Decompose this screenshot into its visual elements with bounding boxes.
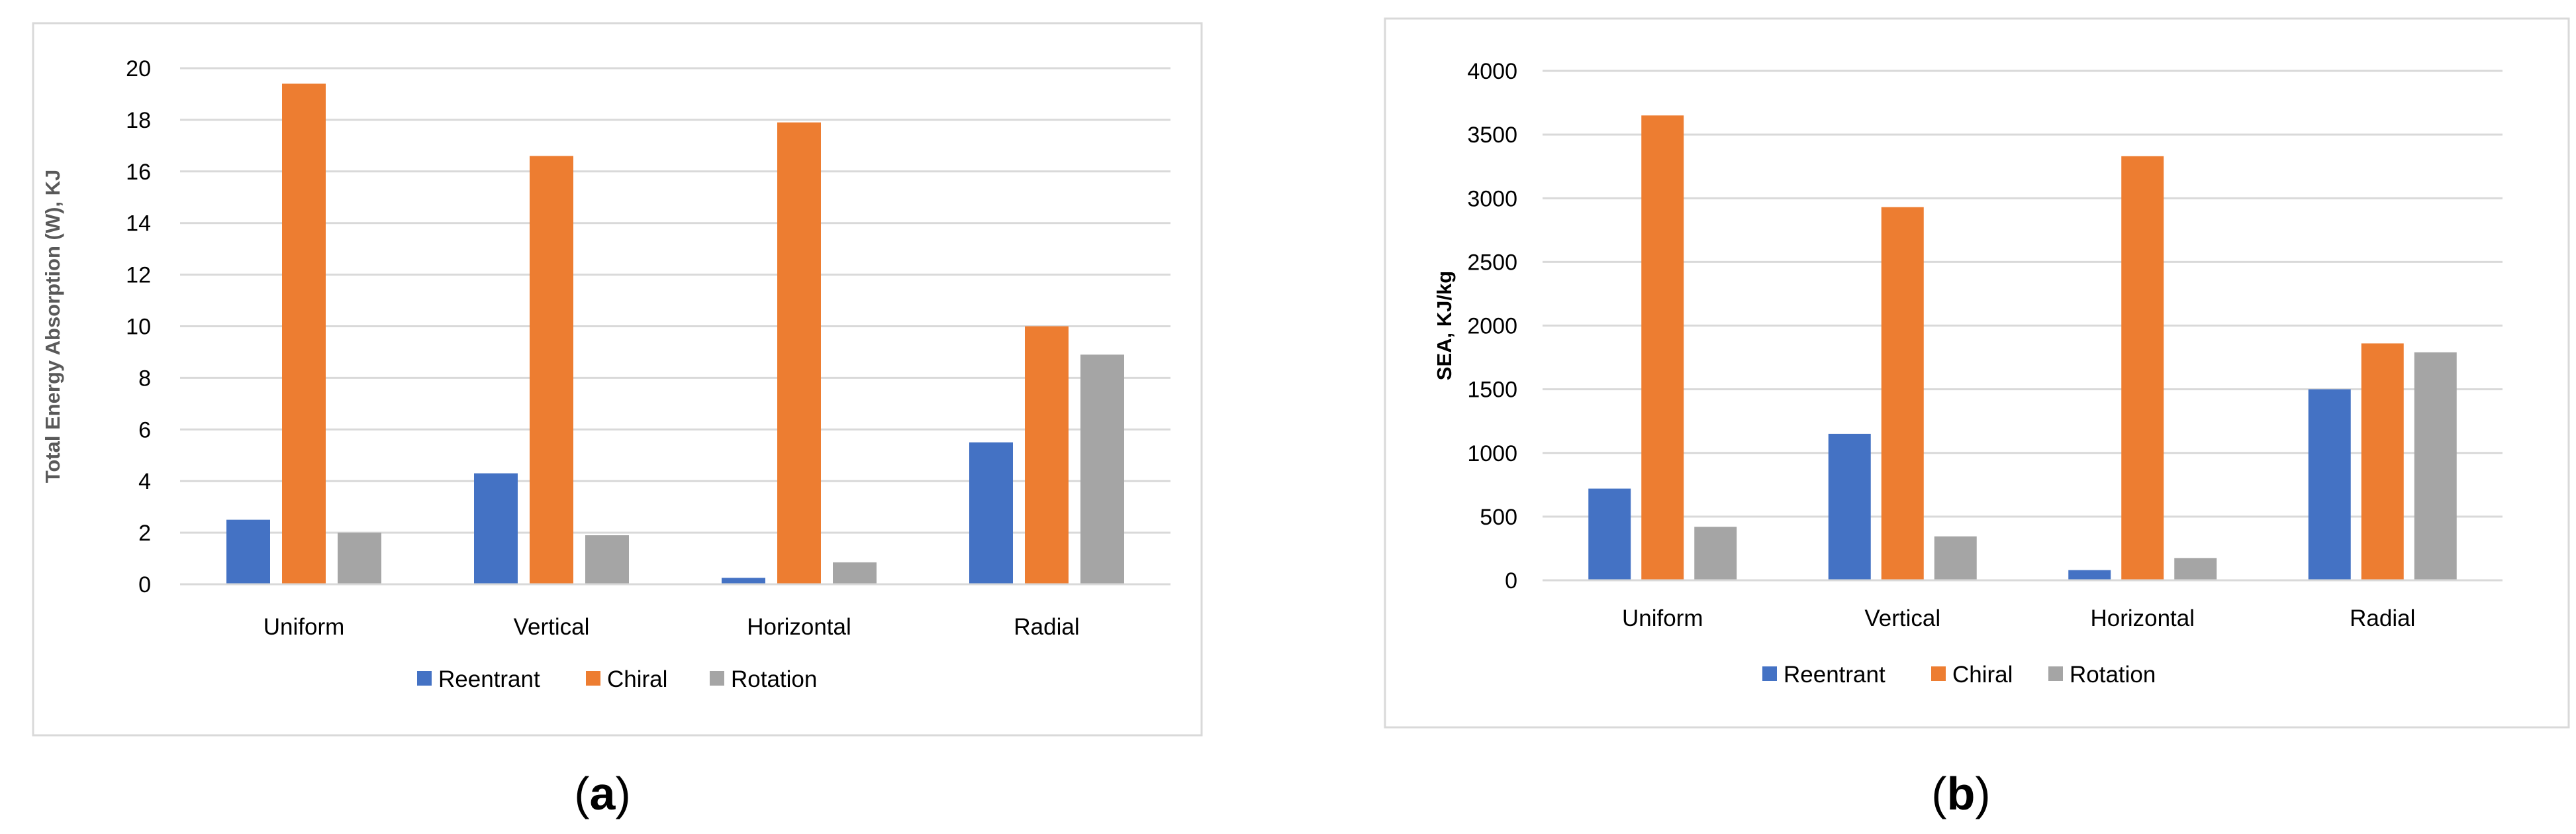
y-tick-label: 500 <box>1480 505 1517 530</box>
bar-reentrant-vertical <box>1828 433 1871 580</box>
legend-swatch <box>1931 666 1946 681</box>
legend-label: Rotation <box>731 666 817 692</box>
legend-swatch <box>417 671 432 686</box>
y-tick-label: 10 <box>126 315 151 340</box>
x-tick-labels: Uniform Vertical Horizontal Radial <box>1622 605 2415 631</box>
bar-reentrant-uniform <box>1588 488 1631 580</box>
bar-rotation-uniform <box>1694 527 1737 580</box>
bar-chiral-horizontal <box>777 122 821 585</box>
bars <box>1588 115 2457 581</box>
bar-chiral-radial <box>1025 326 1069 584</box>
y-axis-label: Total Energy Absorption (W), KJ <box>41 170 64 484</box>
y-tick-label: 3500 <box>1467 123 1517 148</box>
y-tick-label: 12 <box>126 263 151 288</box>
legend: Reentrant Chiral Rotation <box>1762 662 2156 688</box>
panel-label: (a) <box>574 768 631 819</box>
legend-swatch <box>586 671 600 686</box>
y-tick-label: 20 <box>126 56 151 81</box>
chart-panel-b: 0 500 1000 1500 2000 2500 3000 3500 4000 Uniform… <box>1384 17 2570 819</box>
y-axis-label: SEA, KJ/kg <box>1433 271 1456 380</box>
y-tick-label: 16 <box>126 160 151 185</box>
legend-swatch <box>2048 666 2063 681</box>
y-tick-label: 6 <box>138 417 151 443</box>
bar-rotation-radial <box>1080 354 1124 584</box>
bar-rotation-uniform <box>338 533 381 584</box>
x-tick-label-vertical: Vertical <box>514 614 590 640</box>
y-tick-labels: 0 500 1000 1500 2000 2500 3000 3500 4000 <box>1467 59 1517 594</box>
y-tick-label: 18 <box>126 108 151 133</box>
chart-panel-a: 0 2 4 6 8 10 12 14 16 18 20 Uniform Vertical Horizon… <box>32 22 1203 819</box>
y-tick-labels: 0 2 4 6 8 10 12 14 16 18 20 <box>126 56 151 598</box>
panel-label: (b) <box>1931 768 1990 819</box>
x-tick-label-uniform: Uniform <box>263 614 345 640</box>
chart-frame <box>32 22 1203 737</box>
y-tick-label: 14 <box>126 211 151 236</box>
bar-reentrant-vertical <box>474 473 518 584</box>
y-tick-label: 0 <box>1505 568 1517 594</box>
y-tick-label: 0 <box>138 572 151 598</box>
x-tick-label-radial: Radial <box>1014 614 1079 640</box>
bar-reentrant-radial <box>2308 389 2351 580</box>
legend-label: Chiral <box>607 666 667 692</box>
y-tick-label: 2 <box>138 521 151 546</box>
y-tick-label: 4 <box>138 469 151 494</box>
bar-chiral-vertical <box>1881 207 1924 580</box>
bar-chiral-horizontal <box>2121 156 2164 580</box>
bar-rotation-horizontal <box>2174 558 2217 580</box>
legend-swatch <box>1762 666 1777 681</box>
bar-chiral-uniform <box>1641 115 1684 581</box>
y-tick-label: 4000 <box>1467 59 1517 84</box>
bar-reentrant-horizontal <box>2068 570 2111 580</box>
bar-chiral-uniform <box>282 83 326 585</box>
bar-rotation-horizontal <box>833 562 877 584</box>
y-tick-label: 2000 <box>1467 314 1517 339</box>
y-tick-label: 1500 <box>1467 378 1517 403</box>
x-tick-label-horizontal: Horizontal <box>747 614 851 640</box>
legend-item-rotation: Rotation <box>2048 662 2156 688</box>
y-tick-label: 1000 <box>1467 441 1517 466</box>
y-tick-label: 2500 <box>1467 250 1517 275</box>
bar-rotation-radial <box>2414 352 2457 580</box>
legend: Reentrant Chiral Rotation <box>417 666 817 692</box>
legend-item-chiral: Chiral <box>586 666 667 692</box>
bar-chiral-vertical <box>530 156 573 584</box>
y-tick-label: 8 <box>138 366 151 391</box>
legend-item-chiral: Chiral <box>1931 662 2013 688</box>
x-tick-label-radial: Radial <box>2350 605 2415 631</box>
bar-rotation-vertical <box>585 535 629 584</box>
x-tick-label-horizontal: Horizontal <box>2090 605 2195 631</box>
x-tick-labels: Uniform Vertical Horizontal Radial <box>263 614 1080 640</box>
bar-reentrant-horizontal <box>722 578 765 584</box>
bar-reentrant-radial <box>969 442 1013 584</box>
x-tick-label-uniform: Uniform <box>1622 605 1703 631</box>
legend-item-reentrant: Reentrant <box>1762 662 1885 688</box>
bar-rotation-vertical <box>1934 536 1977 580</box>
bar-reentrant-uniform <box>226 519 270 584</box>
bars <box>226 83 1124 585</box>
legend-item-reentrant: Reentrant <box>417 666 540 692</box>
legend-label: Reentrant <box>1784 662 1885 688</box>
x-tick-label-vertical: Vertical <box>1864 605 1940 631</box>
legend-label: Chiral <box>1952 662 2013 688</box>
legend-swatch <box>710 671 724 686</box>
y-tick-label: 3000 <box>1467 186 1517 211</box>
legend-item-rotation: Rotation <box>710 666 817 692</box>
legend-label: Reentrant <box>438 666 540 692</box>
legend-label: Rotation <box>2070 662 2156 688</box>
bar-chiral-radial <box>2361 343 2404 580</box>
